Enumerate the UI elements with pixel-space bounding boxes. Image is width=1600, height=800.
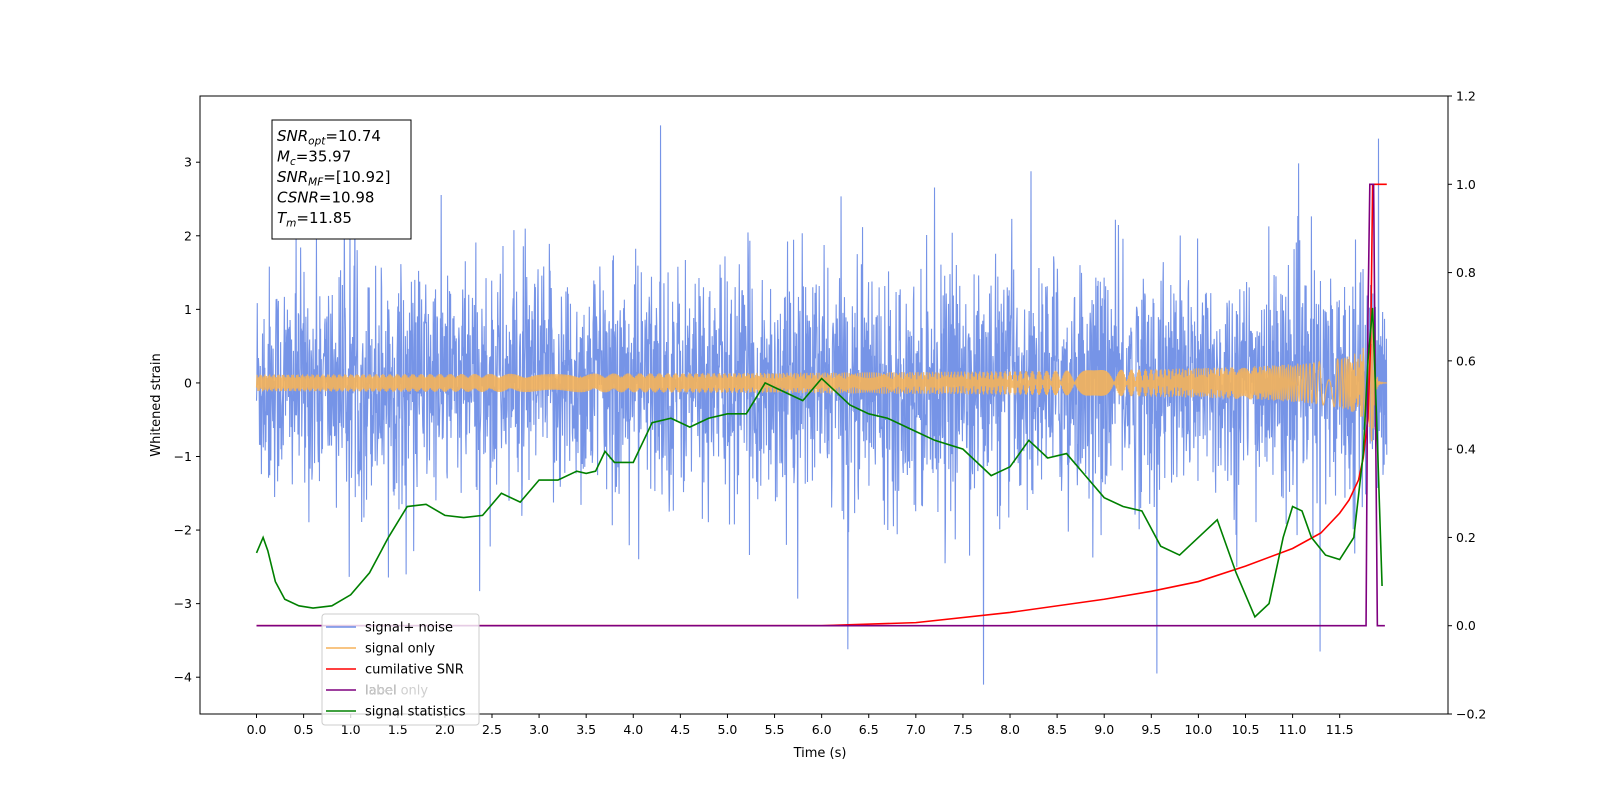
y-tick-label: 2: [184, 228, 192, 243]
y2-tick-label: 1.2: [1456, 89, 1476, 104]
legend-entry: label only: [365, 684, 428, 699]
y2-tick-label: 0.6: [1456, 353, 1476, 368]
series-signal-only-line: [255, 318, 1387, 442]
x-axis-label: Time (s): [793, 746, 847, 761]
y-tick-label: −1: [174, 449, 192, 464]
plot-frame: [199, 95, 1449, 715]
legend-entry: signal+ noise: [326, 621, 453, 636]
annotation-line: SNRopt=10.74: [277, 127, 381, 148]
y2-tick-label: 0.8: [1456, 265, 1476, 280]
x-tick-label: 9.5: [1141, 722, 1161, 737]
x-tick-label: 2.0: [435, 722, 455, 737]
y-tick-label: 3: [184, 155, 192, 170]
x-tick-label: 11.5: [1326, 722, 1354, 737]
annotation-frame: [271, 119, 412, 240]
x-tick-label: 5.0: [718, 722, 738, 737]
y-tick-label: −2: [174, 523, 192, 538]
y-tick-label: 0: [184, 375, 192, 390]
series-signal-statistics-line: [255, 307, 1383, 619]
legend-label: label: [365, 684, 396, 699]
legend-label: cumilative SNR: [365, 663, 464, 678]
x-tick-label: 9.0: [1094, 722, 1114, 737]
legend-entry: signal only: [326, 642, 435, 657]
y-axis-left: 3 2 1 0 −1 −2 −3 −4: [174, 155, 200, 685]
x-tick-label: 2.5: [482, 722, 502, 737]
y2-tick-label: 0.0: [1456, 618, 1476, 633]
x-tick-label: 4.0: [623, 722, 643, 737]
annotation-line: CSNR=10.98: [277, 189, 374, 207]
plot-data-layer: [255, 125, 1388, 685]
y2-tick-label: −0.2: [1456, 707, 1486, 722]
x-axis: 0.0 0.5 1.0 1.5 2.0 2.5 3.0 3.5 4.0 4.5 5.0 5.5 6.0 6…: [247, 714, 1354, 737]
x-tick-label: 1.5: [388, 722, 408, 737]
y-axis-label: Whitened strain: [149, 353, 164, 456]
legend-label: label only: [365, 684, 428, 699]
legend-label: signal only: [365, 642, 435, 657]
annotation-line: Mc=35.97: [277, 148, 351, 169]
series-cumulative-snr-line: [256, 183, 1387, 627]
x-tick-label: 8.5: [1047, 722, 1067, 737]
x-tick-label: 3.0: [529, 722, 549, 737]
y2-tick-label: 0.2: [1456, 530, 1476, 545]
legend-entry: cumilative SNR: [326, 663, 464, 678]
y-tick-label: −3: [174, 596, 192, 611]
x-tick-label: 7.0: [906, 722, 926, 737]
legend-frame: [321, 613, 480, 726]
x-tick-label: 4.5: [670, 722, 690, 737]
series-label-line: [256, 183, 1385, 627]
legend-entry: label: [326, 684, 396, 699]
annotation-line: SNRMF=[10.92]: [277, 168, 391, 189]
y-axis-right: 1.2 1.0 0.8 0.6 0.4 0.2 0.0 −0.2: [1448, 89, 1486, 722]
y2-tick-label: 1.0: [1456, 177, 1476, 192]
legend-entry: signal statistics: [326, 705, 466, 720]
x-tick-label: 6.0: [812, 722, 832, 737]
x-tick-label: 6.5: [859, 722, 879, 737]
x-tick-label: 11.0: [1279, 722, 1307, 737]
x-tick-label: 5.5: [765, 722, 785, 737]
legend-label: signal+ noise: [365, 621, 453, 636]
y-tick-label: −4: [174, 670, 192, 685]
x-tick-label: 1.0: [341, 722, 361, 737]
x-tick-label: 0.5: [294, 722, 314, 737]
x-tick-label: 7.5: [953, 722, 973, 737]
stats-annotation-box: SNRopt=10.74Mc=35.97SNRMF=[10.92]CSNR=10…: [271, 119, 412, 240]
y2-tick-label: 0.4: [1456, 442, 1476, 457]
x-tick-label: 8.0: [1000, 722, 1020, 737]
legend: signal+ noise signal only cumilative SNR la…: [321, 613, 480, 726]
x-tick-label: 10.0: [1184, 722, 1212, 737]
y-tick-label: 1: [184, 302, 192, 317]
series-signal-noise-line: [255, 125, 1388, 685]
legend-label: signal statistics: [365, 705, 466, 720]
annotation-line: Tm=11.85: [277, 209, 352, 230]
x-tick-label: 10.5: [1232, 722, 1260, 737]
x-tick-label: 0.0: [247, 722, 267, 737]
x-tick-label: 3.5: [576, 722, 596, 737]
